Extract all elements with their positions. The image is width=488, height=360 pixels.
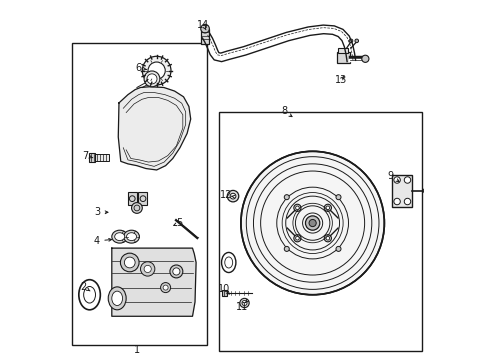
Text: 3: 3: [94, 207, 101, 217]
Bar: [128, 192, 137, 205]
Circle shape: [324, 235, 331, 242]
Ellipse shape: [115, 233, 124, 240]
Circle shape: [335, 195, 340, 200]
Circle shape: [293, 204, 301, 211]
Circle shape: [295, 237, 299, 240]
Ellipse shape: [112, 230, 127, 243]
Circle shape: [246, 207, 278, 239]
Bar: [392, 175, 411, 207]
Ellipse shape: [126, 233, 136, 240]
Text: 2: 2: [80, 282, 86, 292]
Circle shape: [305, 216, 319, 230]
Circle shape: [293, 235, 301, 242]
Circle shape: [131, 203, 142, 213]
Text: 11: 11: [235, 302, 247, 312]
Text: 8: 8: [280, 106, 286, 116]
Text: 4: 4: [94, 236, 100, 246]
Circle shape: [142, 56, 171, 85]
Circle shape: [160, 283, 170, 293]
Circle shape: [335, 246, 340, 251]
Text: 14: 14: [197, 20, 209, 30]
Circle shape: [361, 55, 368, 62]
Polygon shape: [118, 87, 190, 170]
Circle shape: [147, 74, 157, 84]
Bar: [336, 52, 349, 63]
Circle shape: [393, 198, 400, 205]
Text: 7: 7: [81, 150, 88, 161]
Circle shape: [241, 151, 384, 295]
Bar: [72, 43, 206, 345]
Bar: [201, 29, 209, 44]
Circle shape: [140, 262, 155, 276]
Text: 1: 1: [134, 345, 140, 355]
Ellipse shape: [112, 291, 122, 306]
Text: 5: 5: [176, 218, 182, 228]
Circle shape: [144, 265, 151, 273]
Ellipse shape: [123, 230, 139, 243]
Circle shape: [404, 177, 410, 183]
Circle shape: [239, 298, 249, 308]
Circle shape: [325, 237, 329, 240]
Circle shape: [124, 257, 135, 268]
Circle shape: [423, 188, 427, 193]
Circle shape: [404, 198, 410, 205]
Polygon shape: [112, 248, 196, 316]
Circle shape: [242, 301, 246, 306]
Text: 6: 6: [135, 63, 142, 73]
Bar: [222, 290, 227, 296]
Circle shape: [308, 220, 316, 226]
Circle shape: [169, 265, 183, 278]
Circle shape: [296, 157, 328, 189]
Circle shape: [120, 253, 139, 272]
Circle shape: [325, 206, 329, 210]
Bar: [89, 154, 109, 161]
Circle shape: [163, 285, 168, 290]
Circle shape: [284, 195, 289, 200]
Circle shape: [201, 24, 209, 33]
Bar: [337, 48, 348, 53]
Bar: [219, 112, 421, 351]
Text: 12: 12: [219, 190, 232, 201]
Text: 10: 10: [218, 284, 230, 294]
Bar: [89, 153, 94, 162]
Circle shape: [295, 206, 299, 210]
Ellipse shape: [108, 287, 126, 310]
Circle shape: [144, 71, 160, 87]
Circle shape: [284, 246, 289, 251]
Circle shape: [296, 257, 328, 289]
Circle shape: [393, 177, 400, 183]
Circle shape: [354, 39, 358, 42]
Circle shape: [172, 268, 180, 275]
Circle shape: [148, 62, 165, 79]
Circle shape: [346, 207, 378, 239]
Circle shape: [230, 193, 235, 199]
Circle shape: [324, 204, 331, 211]
Text: 9: 9: [387, 171, 393, 181]
Text: 13: 13: [334, 75, 346, 85]
Bar: [138, 192, 147, 205]
Circle shape: [227, 190, 238, 202]
Circle shape: [348, 39, 352, 42]
